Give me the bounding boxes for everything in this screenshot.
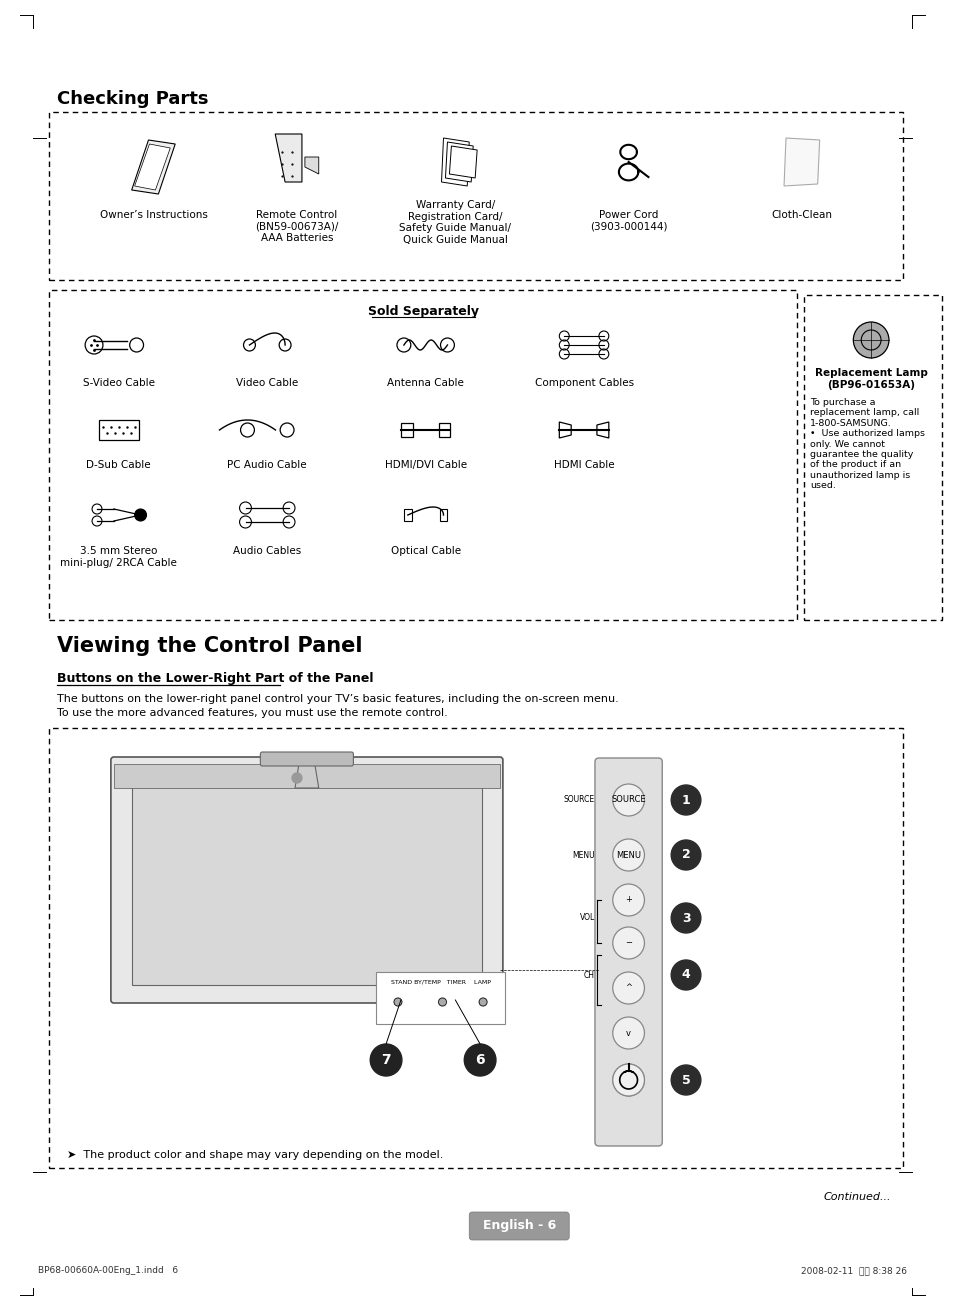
Text: Power Cord
(3903-000144): Power Cord (3903-000144) [589, 210, 667, 232]
Text: Cloth-Clean: Cloth-Clean [771, 210, 831, 220]
Polygon shape [441, 138, 469, 186]
Text: STAND BY/TEMP   TIMER    LAMP: STAND BY/TEMP TIMER LAMP [390, 980, 490, 985]
Circle shape [464, 1044, 496, 1076]
Text: v: v [625, 1028, 631, 1038]
Text: Antenna Cable: Antenna Cable [387, 379, 463, 388]
Text: ➤  The product color and shape may vary depending on the model.: ➤ The product color and shape may vary d… [68, 1150, 443, 1159]
Text: SOURCE: SOURCE [611, 795, 645, 804]
FancyBboxPatch shape [595, 758, 661, 1146]
Text: 2008-02-11  오후 8:38 26: 2008-02-11 오후 8:38 26 [800, 1265, 906, 1275]
Text: The buttons on the lower-right panel control your TV’s basic features, including: The buttons on the lower-right panel con… [57, 694, 618, 703]
Text: +: + [624, 896, 632, 904]
Text: Continued...: Continued... [822, 1192, 890, 1203]
Circle shape [438, 998, 446, 1006]
Text: Audio Cables: Audio Cables [233, 546, 301, 555]
Text: BP68-00660A-00Eng_1.indd   6: BP68-00660A-00Eng_1.indd 6 [37, 1265, 177, 1275]
Circle shape [292, 773, 301, 783]
Text: HDMI/DVI Cable: HDMI/DVI Cable [384, 460, 466, 470]
Text: −: − [624, 938, 632, 947]
Text: Component Cables: Component Cables [534, 379, 633, 388]
Circle shape [671, 840, 700, 870]
Circle shape [134, 510, 147, 521]
Text: Replacement Lamp
(BP96-01653A): Replacement Lamp (BP96-01653A) [814, 368, 926, 389]
Text: Video Cable: Video Cable [236, 379, 298, 388]
Circle shape [852, 322, 888, 358]
Circle shape [612, 884, 644, 916]
Text: ^: ^ [624, 984, 632, 993]
Circle shape [478, 998, 487, 1006]
Text: 3.5 mm Stereo
mini-plug/ 2RCA Cable: 3.5 mm Stereo mini-plug/ 2RCA Cable [60, 546, 177, 567]
Circle shape [671, 785, 700, 815]
Text: 5: 5 [681, 1073, 690, 1086]
Circle shape [394, 998, 401, 1006]
Circle shape [671, 1065, 700, 1095]
Text: Remote Control
(BN59-00673A)/
AAA Batteries: Remote Control (BN59-00673A)/ AAA Batter… [255, 210, 338, 244]
FancyBboxPatch shape [113, 764, 499, 789]
Text: 4: 4 [681, 968, 690, 981]
Polygon shape [134, 144, 170, 190]
Circle shape [370, 1044, 401, 1076]
Circle shape [612, 1017, 644, 1049]
Text: VOL: VOL [579, 913, 595, 922]
Circle shape [612, 783, 644, 816]
Text: 6: 6 [475, 1053, 484, 1068]
FancyBboxPatch shape [260, 752, 353, 766]
Text: Buttons on the Lower-Right Part of the Panel: Buttons on the Lower-Right Part of the P… [57, 672, 374, 685]
Polygon shape [783, 138, 819, 186]
Circle shape [671, 960, 700, 990]
Text: S-Video Cable: S-Video Cable [83, 379, 154, 388]
Circle shape [612, 972, 644, 1003]
Circle shape [612, 1064, 644, 1096]
Circle shape [612, 927, 644, 959]
Text: Optical Cable: Optical Cable [390, 546, 460, 555]
Text: PC Audio Cable: PC Audio Cable [227, 460, 307, 470]
Text: MENU: MENU [616, 850, 640, 859]
Polygon shape [274, 134, 301, 182]
Text: English - 6: English - 6 [482, 1220, 556, 1233]
Text: CH: CH [583, 971, 595, 980]
Text: 3: 3 [681, 912, 690, 925]
Circle shape [612, 838, 644, 871]
FancyBboxPatch shape [132, 776, 481, 985]
Polygon shape [449, 145, 476, 178]
Text: To use the more advanced features, you must use the remote control.: To use the more advanced features, you m… [57, 707, 448, 718]
Circle shape [612, 1064, 644, 1096]
Text: 1: 1 [681, 794, 690, 807]
Text: Checking Parts: Checking Parts [57, 90, 209, 107]
Polygon shape [132, 140, 175, 194]
Text: SOURCE: SOURCE [563, 795, 595, 804]
Polygon shape [445, 141, 473, 182]
Text: Warranty Card/
Registration Card/
Safety Guide Manual/
Quick Guide Manual: Warranty Card/ Registration Card/ Safety… [399, 200, 511, 245]
FancyBboxPatch shape [469, 1212, 569, 1241]
Polygon shape [294, 764, 318, 789]
Text: Viewing the Control Panel: Viewing the Control Panel [57, 635, 362, 656]
Circle shape [671, 903, 700, 933]
Text: HDMI Cable: HDMI Cable [553, 460, 614, 470]
FancyBboxPatch shape [375, 972, 504, 1024]
Text: 2: 2 [681, 849, 690, 862]
Text: Owner’s Instructions: Owner’s Instructions [99, 210, 207, 220]
FancyBboxPatch shape [111, 757, 502, 1003]
Text: MENU: MENU [572, 850, 595, 859]
Text: To purchase a
replacement lamp, call
1-800-SAMSUNG.
•  Use authorized lamps
only: To purchase a replacement lamp, call 1-8… [809, 398, 923, 490]
Text: D-Sub Cable: D-Sub Cable [87, 460, 151, 470]
Text: Sold Separately: Sold Separately [367, 305, 478, 318]
Polygon shape [305, 157, 318, 174]
Text: 7: 7 [381, 1053, 391, 1068]
